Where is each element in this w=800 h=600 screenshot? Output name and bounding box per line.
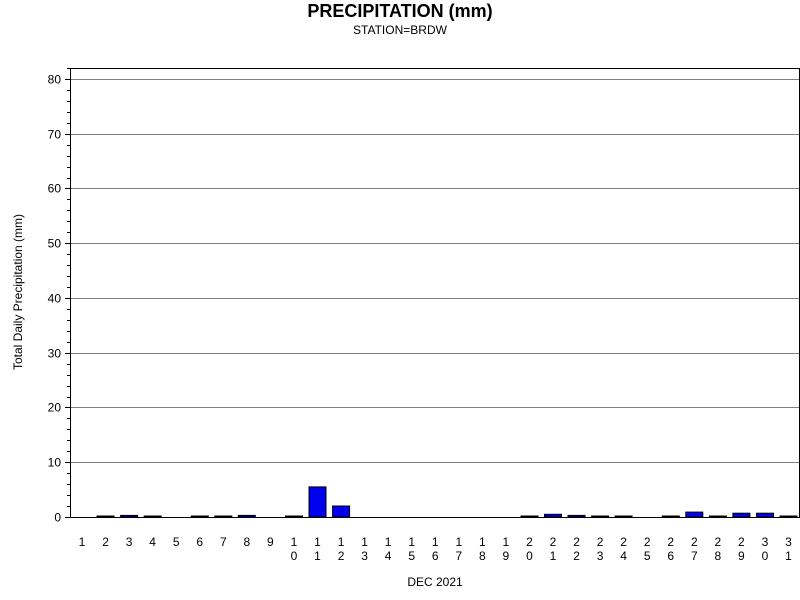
x-tick-label: 3 (126, 535, 133, 549)
x-tick-label: 6 (196, 535, 203, 549)
grid-lines (70, 79, 800, 463)
bar-day-30 (756, 512, 774, 518)
bar-day-4 (143, 515, 162, 518)
x-axis-title: DEC 2021 (407, 575, 463, 589)
bar-day-24 (614, 515, 633, 518)
y-tick-label: 10 (48, 456, 62, 470)
bar-day-26 (661, 515, 680, 518)
x-tick-label: 4 (149, 535, 156, 549)
x-tick-label: 1 (79, 535, 86, 549)
plot-frame (70, 68, 800, 518)
x-tick-label: 8 (244, 535, 251, 549)
x-tick-label: 9 (267, 535, 274, 549)
bar-day-2 (96, 515, 115, 518)
bar-day-23 (591, 515, 610, 518)
y-tick-label: 0 (54, 511, 61, 525)
x-axis: 1 2 3 4 5 6 7 8 9 1 01 11 21 31 41 51 61 71 81 92 02 12 22 32 42… (79, 535, 793, 563)
bar-day-29 (732, 512, 751, 518)
bar-day-21 (544, 513, 562, 518)
chart-title: PRECIPITATION (mm) (307, 1, 493, 21)
y-tick-label: 50 (48, 237, 62, 251)
bar-day-12 (332, 505, 351, 518)
bar-day-10 (285, 515, 303, 518)
x-tick-label: 5 (173, 535, 180, 549)
bar-day-28 (708, 515, 727, 518)
y-tick-label: 70 (48, 128, 62, 142)
bar-day-22 (567, 514, 586, 518)
y-axis: 0 10 20 30 40 50 60 70 80 (48, 68, 70, 525)
bar-day-20 (520, 515, 539, 518)
y-tick-label: 60 (48, 182, 62, 196)
bar-day-7 (214, 515, 233, 518)
bar-day-31 (779, 515, 798, 518)
y-tick-label: 80 (48, 73, 62, 87)
y-tick-label: 40 (48, 292, 62, 306)
bar-day-3 (120, 514, 139, 518)
y-tick-label: 30 (48, 347, 62, 361)
x-tick-label: 2 (102, 535, 109, 549)
bar-day-27 (685, 511, 704, 518)
y-tick-label: 20 (48, 401, 62, 415)
bar-day-6 (190, 515, 209, 518)
bar-day-11 (308, 486, 327, 518)
x-tick-label: 7 (220, 535, 227, 549)
y-axis-title: Total Daily Precipitation (mm) (11, 214, 25, 370)
bar-day-8 (237, 514, 256, 518)
chart-subtitle: STATION=BRDW (353, 23, 447, 37)
bar-series (96, 486, 798, 518)
